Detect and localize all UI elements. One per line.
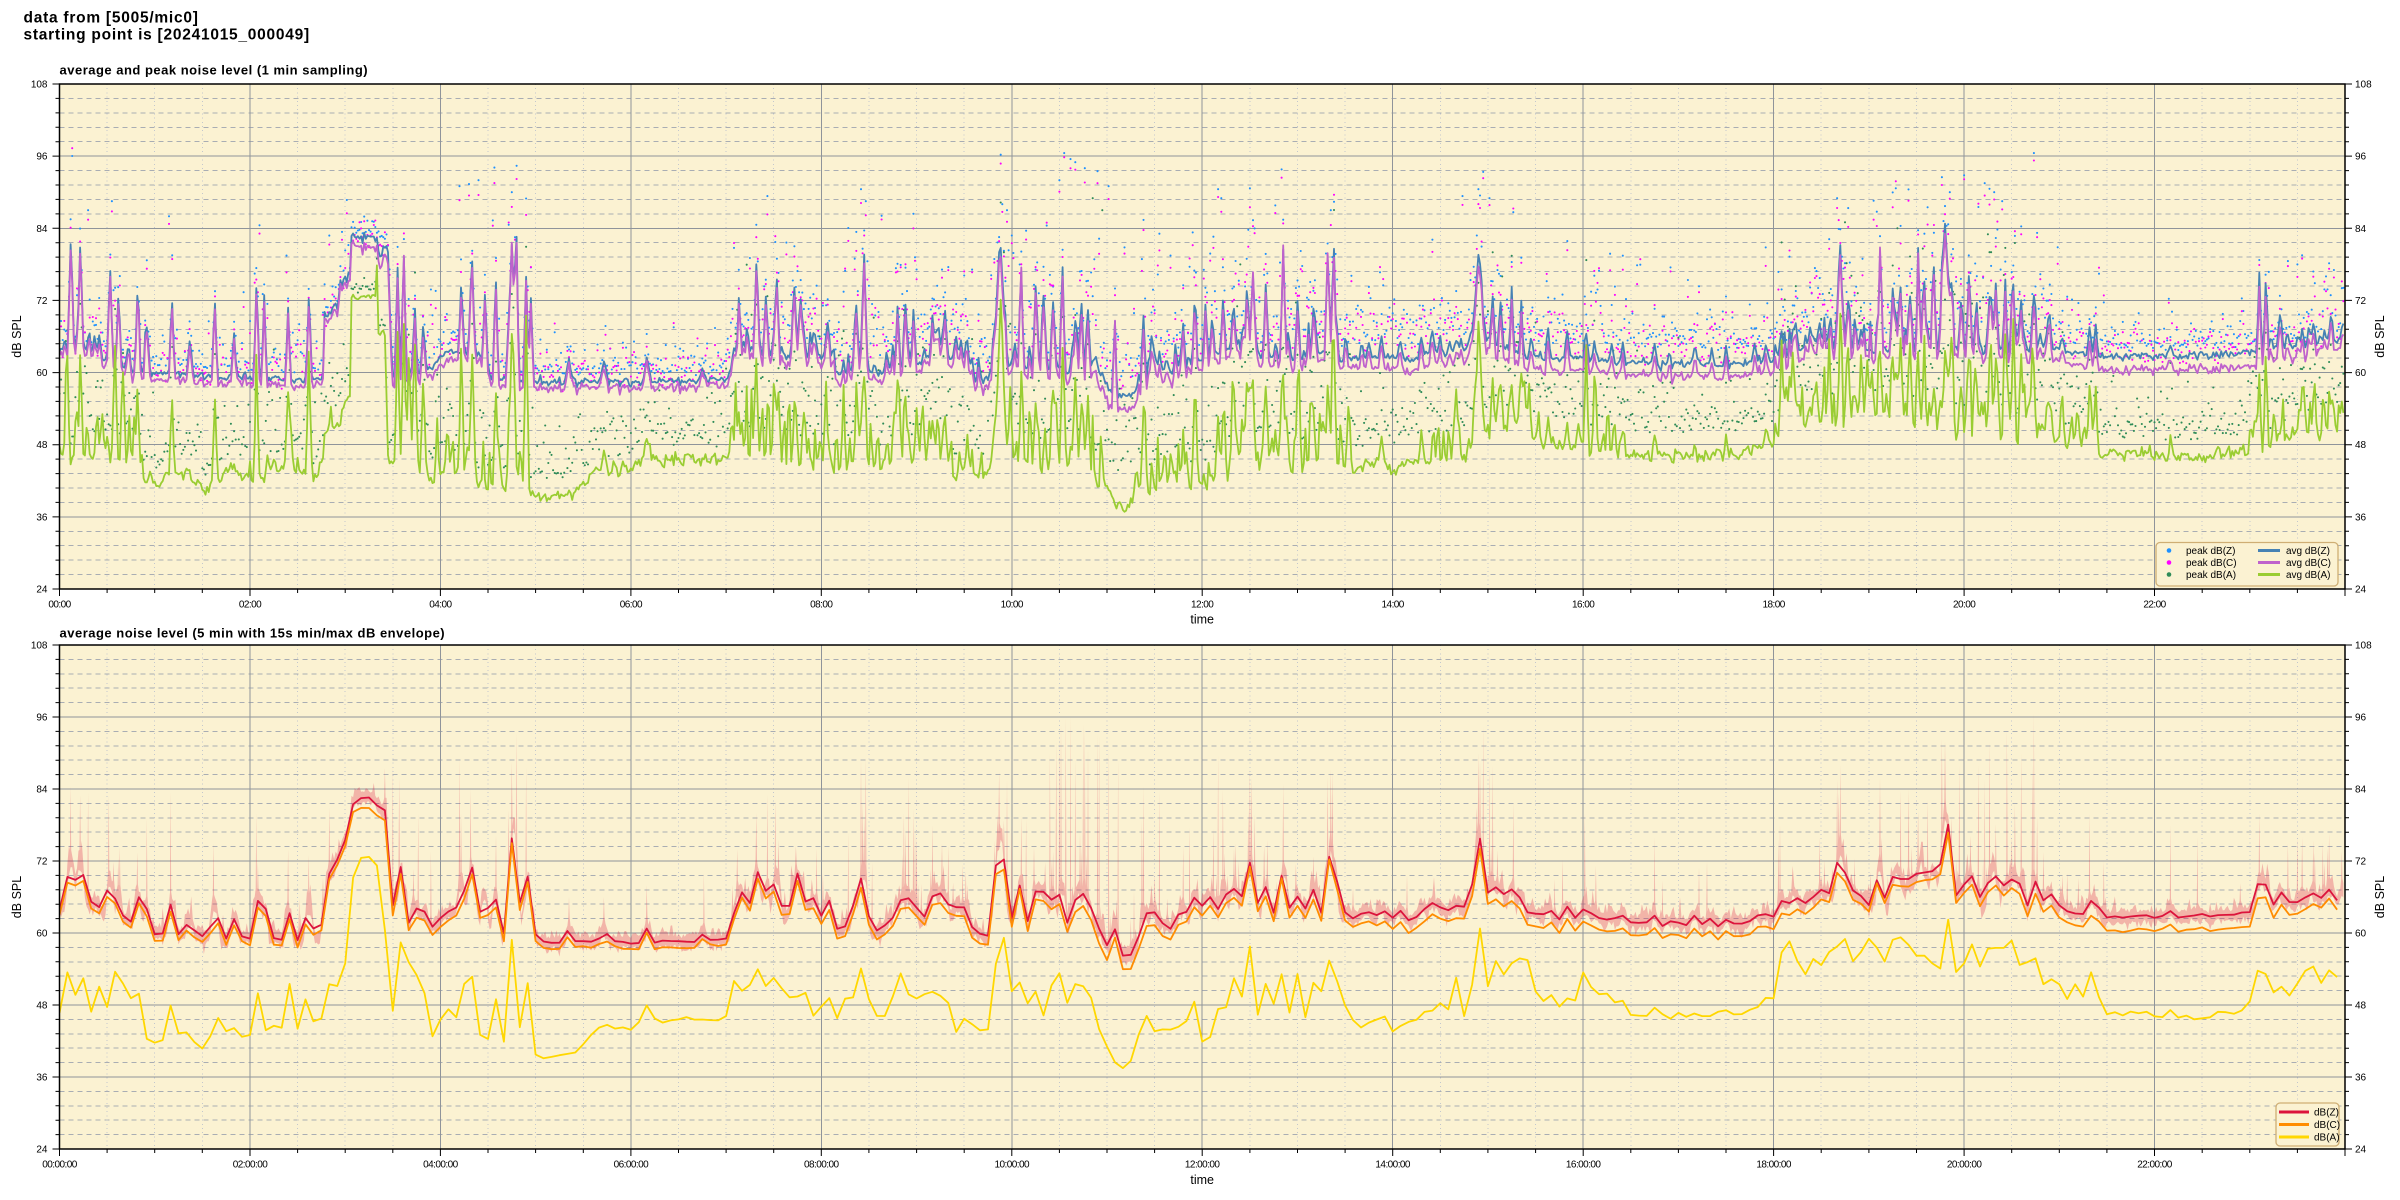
svg-text:08:00: 08:00 bbox=[810, 600, 833, 611]
svg-text:14:00: 14:00 bbox=[1382, 600, 1405, 611]
svg-text:16:00:00: 16:00:00 bbox=[1566, 1160, 1602, 1171]
svg-text:peak dB(Z): peak dB(Z) bbox=[2186, 546, 2235, 557]
svg-text:18:00: 18:00 bbox=[1762, 600, 1785, 611]
svg-text:04:00:00: 04:00:00 bbox=[423, 1160, 459, 1171]
svg-text:84: 84 bbox=[2355, 785, 2367, 796]
svg-text:24: 24 bbox=[36, 1145, 48, 1156]
svg-text:84: 84 bbox=[2355, 224, 2367, 235]
svg-text:avg dB(C): avg dB(C) bbox=[2286, 558, 2331, 569]
svg-text:60: 60 bbox=[2355, 929, 2367, 940]
svg-text:time: time bbox=[1190, 1173, 1214, 1187]
svg-text:96: 96 bbox=[36, 713, 48, 724]
svg-text:96: 96 bbox=[2355, 152, 2367, 163]
svg-text:data from [5005/mic0]: data from [5005/mic0] bbox=[24, 10, 199, 27]
svg-text:dB(Z): dB(Z) bbox=[2314, 1108, 2339, 1119]
svg-text:72: 72 bbox=[2355, 296, 2367, 307]
svg-text:24: 24 bbox=[36, 585, 48, 596]
svg-text:10:00:00: 10:00:00 bbox=[995, 1160, 1031, 1171]
svg-text:dB SPL: dB SPL bbox=[10, 315, 24, 357]
svg-text:72: 72 bbox=[36, 296, 48, 307]
svg-text:avg dB(A): avg dB(A) bbox=[2286, 570, 2330, 581]
svg-text:avg dB(Z): avg dB(Z) bbox=[2286, 546, 2330, 557]
svg-text:06:00: 06:00 bbox=[620, 600, 643, 611]
svg-text:36: 36 bbox=[36, 1073, 48, 1084]
svg-text:24: 24 bbox=[2355, 1145, 2367, 1156]
svg-text:12:00:00: 12:00:00 bbox=[1185, 1160, 1221, 1171]
svg-text:18:00:00: 18:00:00 bbox=[1756, 1160, 1792, 1171]
svg-text:02:00: 02:00 bbox=[239, 600, 262, 611]
svg-text:72: 72 bbox=[36, 857, 48, 868]
svg-text:60: 60 bbox=[36, 368, 48, 379]
svg-text:10:00: 10:00 bbox=[1001, 600, 1024, 611]
svg-text:00:00:00: 00:00:00 bbox=[42, 1160, 78, 1171]
svg-text:12:00: 12:00 bbox=[1191, 600, 1214, 611]
svg-text:36: 36 bbox=[2355, 1073, 2367, 1084]
svg-text:dB SPL: dB SPL bbox=[2373, 876, 2387, 918]
svg-text:00:00: 00:00 bbox=[48, 600, 71, 611]
svg-text:84: 84 bbox=[36, 785, 48, 796]
svg-text:dB(A): dB(A) bbox=[2314, 1133, 2340, 1144]
svg-text:dB(C): dB(C) bbox=[2314, 1120, 2340, 1131]
svg-text:time: time bbox=[1190, 613, 1214, 627]
svg-text:48: 48 bbox=[2355, 1001, 2367, 1012]
svg-text:average noise level (5 min wit: average noise level (5 min with 15s min/… bbox=[60, 626, 446, 641]
svg-text:36: 36 bbox=[2355, 512, 2367, 523]
svg-text:04:00: 04:00 bbox=[429, 600, 452, 611]
svg-text:20:00: 20:00 bbox=[1953, 600, 1976, 611]
svg-text:96: 96 bbox=[36, 152, 48, 163]
svg-text:starting point is [20241015_00: starting point is [20241015_000049] bbox=[24, 27, 310, 44]
svg-text:108: 108 bbox=[31, 641, 48, 652]
svg-text:48: 48 bbox=[36, 440, 48, 451]
svg-text:48: 48 bbox=[2355, 440, 2367, 451]
svg-text:108: 108 bbox=[2355, 641, 2372, 652]
svg-text:dB SPL: dB SPL bbox=[10, 876, 24, 918]
svg-text:peak dB(C): peak dB(C) bbox=[2186, 558, 2237, 569]
svg-text:22:00:00: 22:00:00 bbox=[2137, 1160, 2173, 1171]
svg-text:84: 84 bbox=[36, 224, 48, 235]
svg-text:60: 60 bbox=[36, 929, 48, 940]
svg-text:48: 48 bbox=[36, 1001, 48, 1012]
svg-text:108: 108 bbox=[2355, 80, 2372, 91]
svg-text:36: 36 bbox=[36, 512, 48, 523]
svg-text:08:00:00: 08:00:00 bbox=[804, 1160, 840, 1171]
svg-text:72: 72 bbox=[2355, 857, 2367, 868]
svg-text:06:00:00: 06:00:00 bbox=[614, 1160, 650, 1171]
svg-text:average and peak noise level (: average and peak noise level (1 min samp… bbox=[60, 63, 369, 78]
svg-text:02:00:00: 02:00:00 bbox=[233, 1160, 269, 1171]
svg-text:108: 108 bbox=[31, 80, 48, 91]
svg-text:96: 96 bbox=[2355, 713, 2367, 724]
svg-text:24: 24 bbox=[2355, 585, 2367, 596]
svg-text:16:00: 16:00 bbox=[1572, 600, 1595, 611]
svg-text:14:00:00: 14:00:00 bbox=[1375, 1160, 1411, 1171]
svg-text:20:00:00: 20:00:00 bbox=[1947, 1160, 1983, 1171]
svg-text:22:00: 22:00 bbox=[2143, 600, 2166, 611]
svg-text:peak dB(A): peak dB(A) bbox=[2186, 570, 2236, 581]
svg-text:dB SPL: dB SPL bbox=[2373, 315, 2387, 357]
svg-text:60: 60 bbox=[2355, 368, 2367, 379]
